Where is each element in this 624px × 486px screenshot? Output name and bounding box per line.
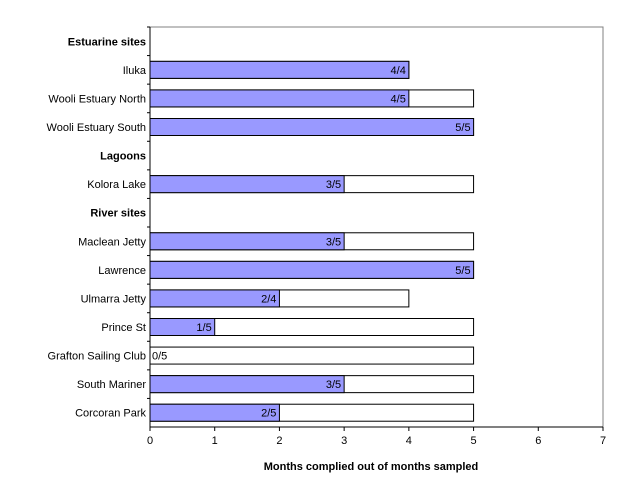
bar-label-wooli-estuary-south: 5/5: [455, 122, 470, 134]
bar-complied-ulmarra-jetty: [149, 289, 280, 308]
x-axis-title: Months complied out of months sampled: [264, 461, 479, 473]
category-label-iluka: Iluka: [123, 65, 147, 77]
bar-label-corcoran-park: 2/5: [261, 408, 276, 420]
category-label-prince-st: Prince St: [101, 322, 146, 334]
category-label-kolora-lake: Kolora Lake: [87, 179, 146, 191]
x-tick-label-6: 6: [535, 435, 541, 447]
x-tick-label-7: 7: [600, 435, 606, 447]
x-tick-label-5: 5: [471, 435, 477, 447]
bar-label-maclean-jetty: 3/5: [326, 236, 341, 248]
category-label-ulmarra-jetty: Ulmarra Jetty: [81, 293, 147, 305]
bar-complied-iluka: [149, 60, 410, 79]
bar-label-grafton-sailing-club: 0/5: [152, 351, 167, 363]
bar-sampled-grafton-sailing-club: [149, 346, 475, 365]
bar-label-ulmarra-jetty: 2/4: [261, 293, 276, 305]
category-label-wooli-estuary-north: Wooli Estuary North: [48, 93, 146, 105]
bar-label-prince-st: 1/5: [196, 322, 211, 334]
group-label-river-sites: River sites: [90, 208, 146, 220]
bar-complied-wooli-estuary-north: [149, 89, 410, 108]
bar-complied-corcoran-park: [149, 403, 280, 422]
bar-complied-lawrence: [149, 260, 475, 279]
category-label-maclean-jetty: Maclean Jetty: [78, 236, 146, 248]
bar-label-iluka: 4/4: [391, 65, 406, 77]
category-label-grafton-sailing-club: Grafton Sailing Club: [48, 351, 146, 363]
plot-area: Estuarine sites Iluka 4/4 Wooli Estuary Nor…: [47, 26, 606, 447]
category-label-wooli-estuary-south: Wooli Estuary South: [47, 122, 146, 134]
x-tick-label-2: 2: [276, 435, 282, 447]
category-label-south-mariner: South Mariner: [77, 379, 146, 391]
bar-complied-maclean-jetty: [149, 232, 345, 251]
bar-complied-wooli-estuary-south: [149, 118, 475, 136]
bar-label-kolora-lake: 3/5: [326, 179, 341, 191]
x-tick-label-4: 4: [406, 435, 412, 447]
bar-label-lawrence: 5/5: [455, 265, 470, 277]
x-tick-label-0: 0: [147, 435, 153, 447]
category-label-lawrence: Lawrence: [98, 265, 146, 277]
bar-label-wooli-estuary-north: 4/5: [391, 93, 406, 105]
bar-label-south-mariner: 3/5: [326, 379, 341, 391]
category-label-corcoran-park: Corcoran Park: [75, 408, 146, 420]
group-label-lagoons: Lagoons: [100, 151, 146, 163]
x-tick-label-1: 1: [212, 435, 218, 447]
bar-complied-south-mariner: [149, 375, 345, 394]
group-label-estuarine-sites: Estuarine sites: [68, 36, 146, 48]
bar-complied-kolora-lake: [149, 175, 345, 194]
plot-frame: [149, 26, 604, 428]
x-tick-label-3: 3: [341, 435, 347, 447]
